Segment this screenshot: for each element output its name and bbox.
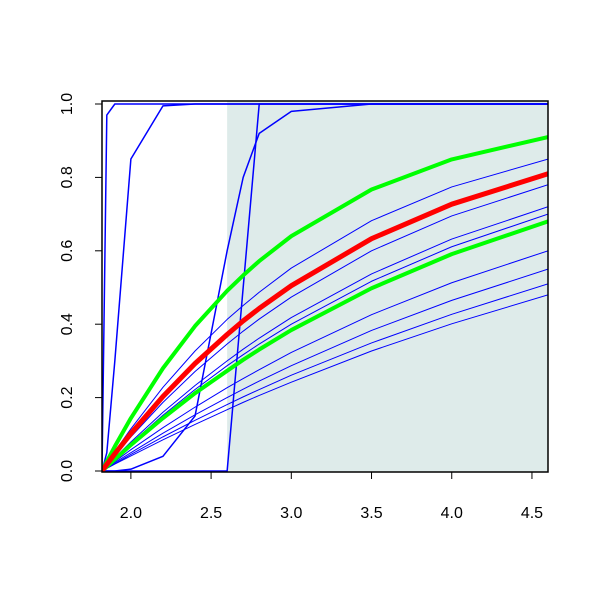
y-tick-label: 1.0 — [59, 93, 76, 115]
plot-box — [101, 100, 549, 473]
y-tick-label: 0.6 — [59, 240, 76, 262]
y-tick-label: 0.0 — [59, 460, 76, 482]
x-tick-label: 3.0 — [280, 505, 302, 522]
plot-area — [102, 101, 548, 472]
x-tick-label: 2.0 — [120, 505, 142, 522]
line-series — [102, 268, 548, 472]
line-series — [102, 294, 548, 472]
line-series — [102, 135, 548, 472]
y-tick-label: 0.2 — [59, 386, 76, 408]
x-tick-label: 4.0 — [441, 505, 463, 522]
x-tick-label: 3.5 — [360, 505, 382, 522]
line-series — [102, 171, 548, 472]
line-series — [102, 103, 548, 472]
shaded-region — [227, 101, 548, 472]
y-tick-label: 0.8 — [59, 166, 76, 188]
x-tick-label: 2.5 — [200, 505, 222, 522]
y-tick-label: 0.4 — [59, 313, 76, 335]
line-series — [102, 219, 548, 472]
x-tick-label: 4.5 — [521, 505, 543, 522]
